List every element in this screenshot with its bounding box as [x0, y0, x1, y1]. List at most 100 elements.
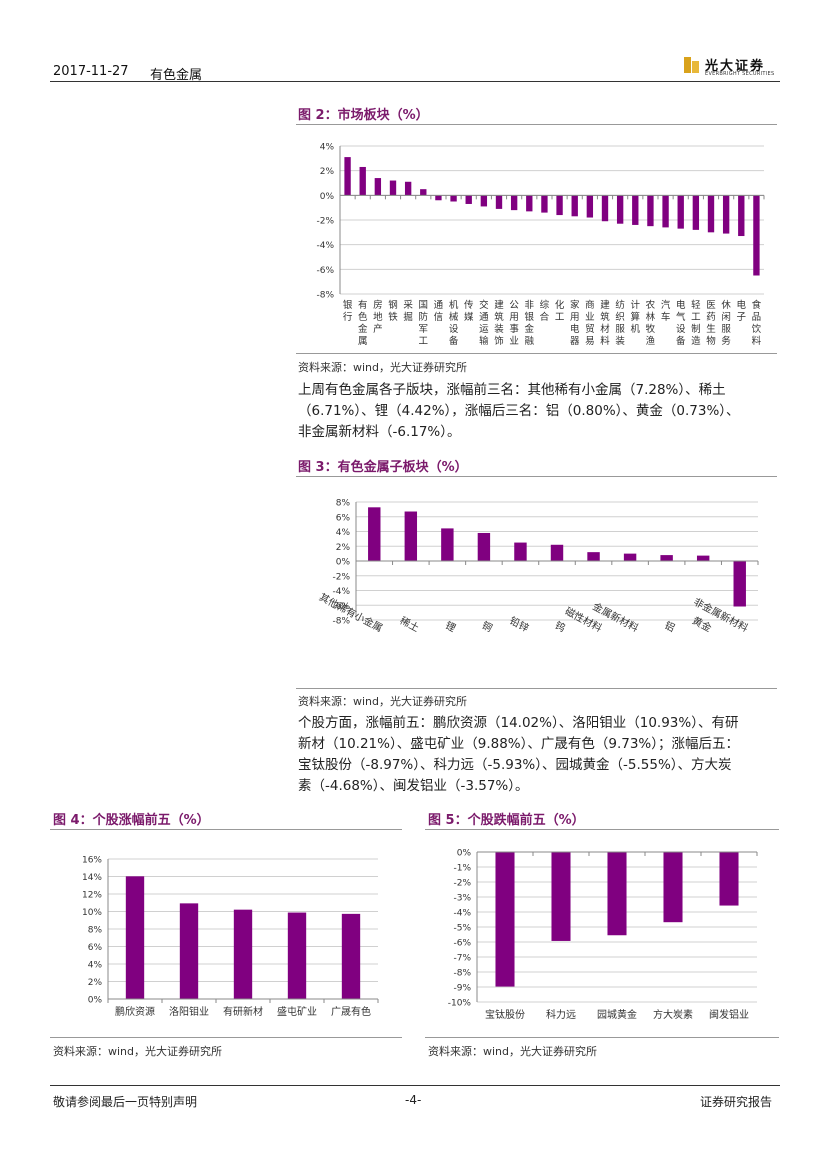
paragraph-line: 上周有色金属各子版块，涨幅前三名：其他稀有小金属（7.28%）、稀土: [298, 382, 726, 398]
x-tick-label: 建筑材料: [600, 299, 610, 347]
bar: [441, 528, 454, 561]
x-tick-label: 公用事业: [509, 300, 519, 347]
footer-disclaimer: 敬请参阅最后一页特别声明: [53, 1095, 198, 1109]
x-tick-label: 计算机: [631, 299, 641, 335]
x-tick-label: 洛阳钼业: [169, 1005, 209, 1018]
x-tick-label: 园城黄金: [597, 1008, 637, 1021]
bar: [435, 195, 442, 201]
bar: [341, 913, 361, 999]
fig2-rule-bottom: [296, 353, 777, 354]
x-tick-label: 通信: [434, 300, 444, 323]
bar: [477, 532, 491, 561]
x-tick-label: 家用电器: [570, 299, 580, 347]
x-tick-label: 钨: [553, 618, 568, 634]
bar: [287, 912, 307, 999]
brand-name-cn: 光大证券: [705, 59, 766, 74]
bar: [722, 195, 730, 234]
paragraph-sectors: 上周有色金属各子版块，涨幅前三名：其他稀有小金属（7.28%）、稀土 （6.71…: [298, 380, 780, 443]
bar: [233, 909, 253, 999]
y-tick-label: -8%: [453, 969, 471, 979]
y-tick-label: -6%: [332, 602, 350, 612]
bar: [495, 852, 515, 987]
x-tick-label: 黄金: [690, 614, 714, 635]
y-tick-label: -5%: [453, 924, 471, 934]
y-tick-label: 0%: [88, 996, 103, 1006]
x-tick-label: 锂: [443, 619, 457, 634]
x-tick-label: 机械设备: [449, 299, 459, 347]
bar: [707, 195, 715, 233]
fig3-rule-top: [296, 476, 777, 477]
x-tick-label: 化工: [555, 299, 565, 323]
bar: [359, 166, 366, 196]
paragraph-line: 素（-4.68%）、闽发铝业（-3.57%）。: [298, 778, 529, 794]
x-tick-label: 广晟有色: [331, 1005, 371, 1018]
x-tick-label: 国防军工: [419, 300, 429, 347]
y-tick-label: 0%: [320, 192, 335, 202]
bar: [647, 195, 654, 227]
x-tick-label: 闽发铝业: [709, 1008, 749, 1021]
y-tick-label: 8%: [88, 926, 103, 936]
y-tick-label: -7%: [453, 954, 471, 964]
bar: [632, 195, 639, 225]
paragraph-stocks: 个股方面，涨幅前五：鹏欣资源（14.02%）、洛阳钼业（10.93%）、有研 新…: [298, 713, 780, 797]
bar: [733, 561, 746, 607]
y-tick-label: 2%: [88, 978, 103, 988]
y-tick-label: -2%: [332, 572, 350, 582]
x-tick-label: 休闲服务: [721, 299, 731, 347]
bar: [677, 195, 684, 229]
bar: [420, 189, 427, 196]
bar: [541, 195, 548, 213]
fig5-title: 图 5：个股跌幅前五（%）: [428, 813, 585, 828]
x-tick-label: 医药生物: [706, 300, 716, 347]
x-tick-label: 盛屯矿业: [277, 1005, 317, 1018]
fig3-chart: 8%6%4%2%0%-2%-4%-6%-8%其他稀有小金属 稀土锂铜铅锌 钨磁性材料…: [317, 499, 759, 635]
x-tick-label: 其他稀有小金属: [317, 590, 385, 634]
y-tick-label: 0%: [457, 849, 472, 859]
fig5-chart: 0% -1% -2% -3% -4% -5% -6% -7% -8% -9% -10% 宝钛股份 科力远…: [448, 849, 758, 1021]
y-tick-label: -10%: [448, 999, 472, 1009]
bar: [556, 195, 563, 216]
y-tick-label: 2%: [320, 167, 335, 177]
x-tick-label: 科力远: [546, 1008, 576, 1021]
x-tick-label: 电子: [737, 299, 747, 323]
bar: [374, 178, 382, 196]
y-tick-label: -8%: [332, 617, 350, 627]
bar: [753, 195, 760, 276]
bar: [389, 180, 397, 196]
fig4-rule-bottom: [50, 1037, 402, 1038]
y-tick-label: 16%: [82, 856, 102, 866]
x-tick-label: 建筑装饰: [494, 299, 504, 347]
fig5-rule-top: [425, 829, 779, 830]
fig3-title: 图 3：有色金属子板块（%）: [298, 460, 468, 475]
fig3-source: 资料来源：wind，光大证券研究所: [298, 695, 468, 708]
bar: [179, 903, 199, 999]
fig4-title: 图 4：个股涨幅前五（%）: [53, 813, 210, 828]
footer-report-type: 证券研究报告: [700, 1095, 773, 1109]
x-tick-label: 电气设备: [676, 299, 686, 347]
y-tick-label: -6%: [316, 266, 334, 276]
bar: [601, 195, 609, 222]
x-tick-label: 铜: [480, 619, 494, 634]
bar: [719, 852, 739, 906]
bar: [587, 552, 600, 561]
fig5-source: 资料来源：wind，光大证券研究所: [428, 1045, 598, 1058]
y-tick-label: 8%: [336, 499, 351, 509]
y-tick-label: -2%: [316, 217, 334, 227]
x-tick-label: 采掘: [403, 300, 413, 323]
x-tick-label: 传媒: [464, 299, 474, 323]
x-tick-label: 综合: [540, 299, 550, 323]
y-tick-label: 0%: [336, 558, 351, 568]
page-number: -4-: [405, 1093, 422, 1107]
x-tick-label: 稀土: [398, 614, 422, 635]
paragraph-line: 非金属新材料（-6.17%）。: [298, 424, 461, 440]
x-tick-label: 铅锌: [507, 614, 531, 635]
x-tick-label: 房地产: [373, 299, 383, 335]
bar: [663, 852, 683, 923]
x-tick-label: 轻工制造: [691, 299, 701, 347]
fig2-source: 资料来源：wind，光大证券研究所: [298, 361, 468, 374]
report-date: 2017-11-27: [53, 64, 129, 79]
y-tick-label: 4%: [88, 961, 103, 971]
x-tick-label: 汽车: [661, 299, 671, 323]
bar: [692, 195, 700, 230]
brand-name-en: EVERBRIGHT SECURITIES: [705, 71, 775, 77]
